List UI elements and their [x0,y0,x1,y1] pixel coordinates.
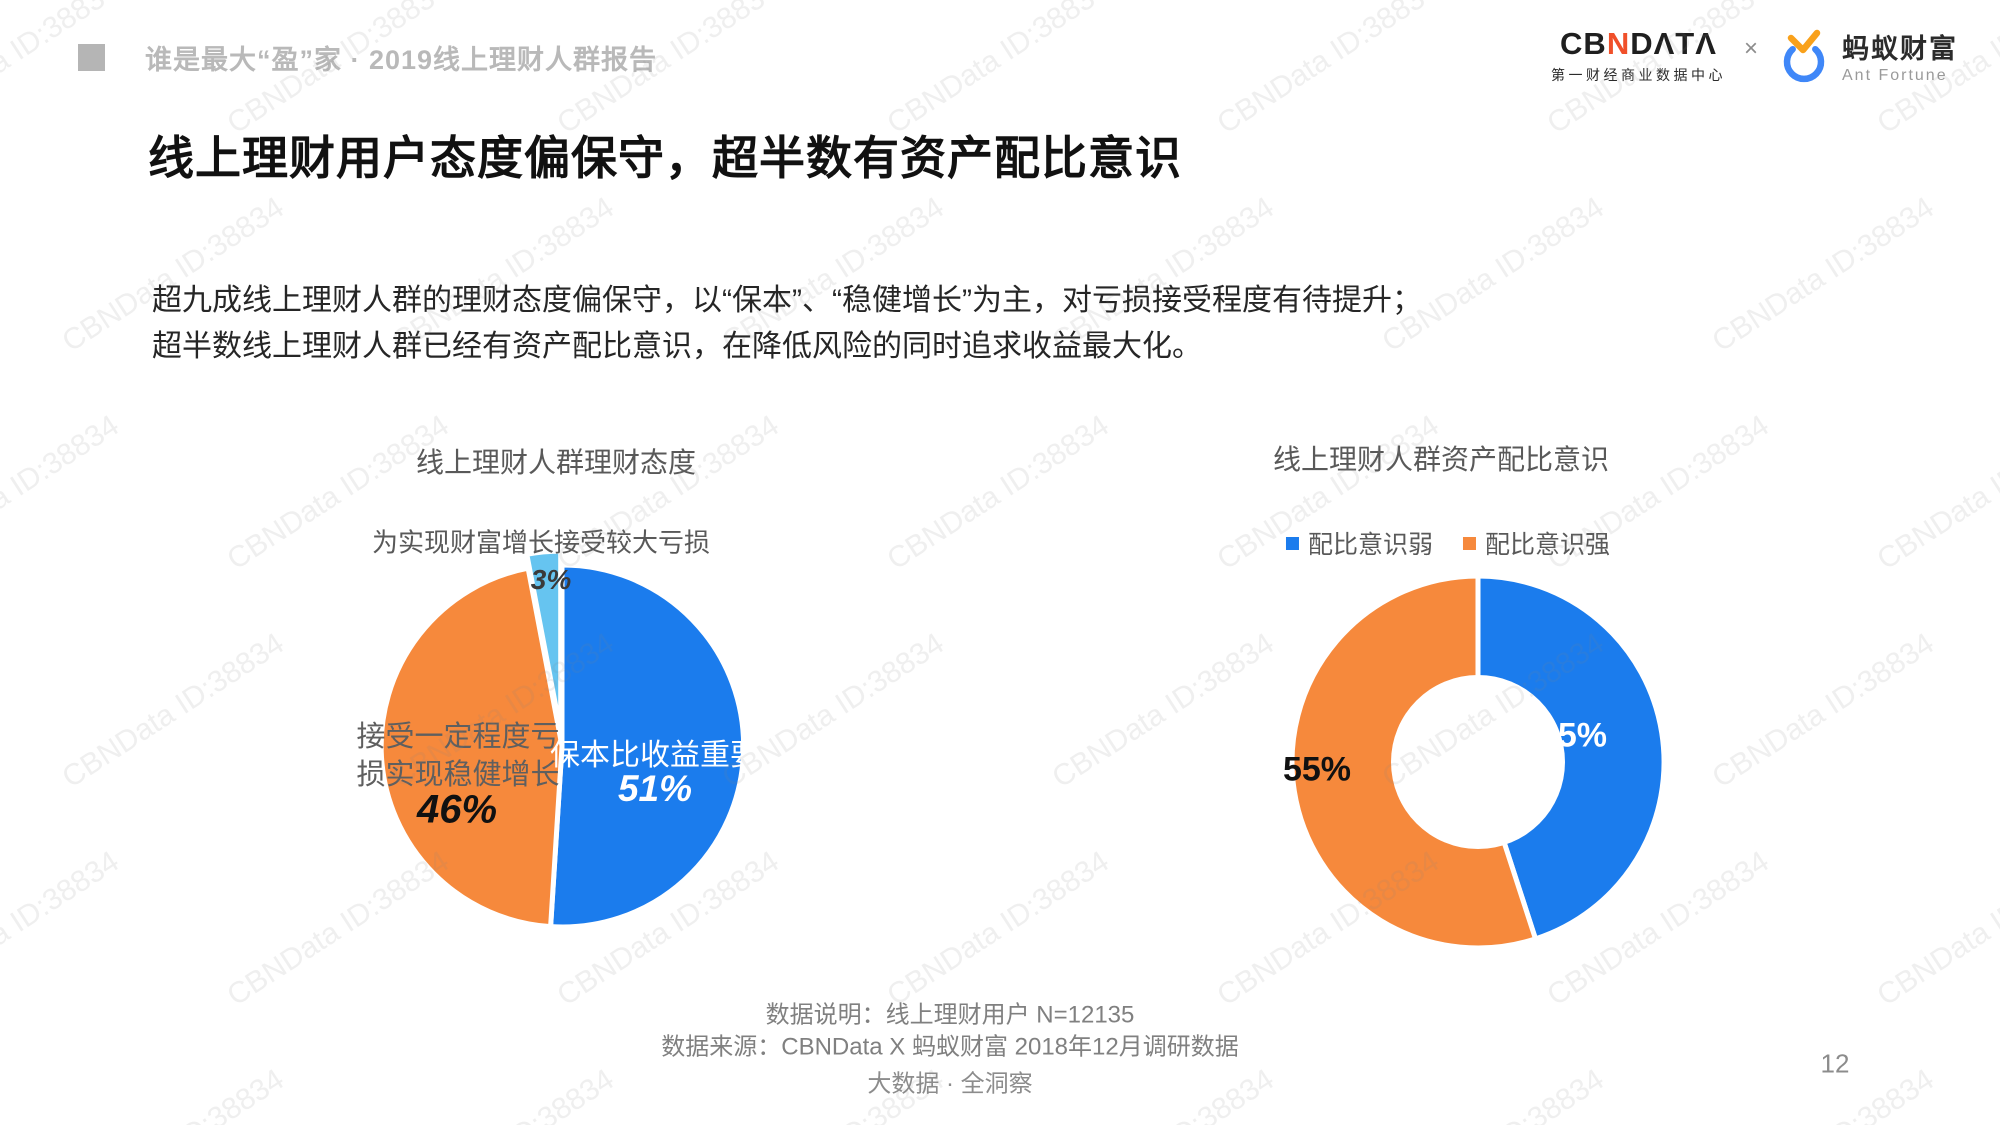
cbndata-logo-prefix: CB [1560,26,1607,61]
donut-chart-title: 线上理财人群资产配比意识 [1272,444,1610,475]
legend-item-weak: 配比意识弱 [1285,525,1433,561]
cbndata-logo: CBNDΛTΛ 第一财经商业数据中心 [1551,26,1726,85]
ant-fortune-name-cn: 蚂蚁财富 [1842,33,1958,64]
page-number: 12 [1820,1048,1850,1079]
pie-chart-title: 线上理财人群理财态度 [415,447,697,478]
cbndata-logo-suffix: DΛTΛ [1630,26,1717,61]
ant-fortune-logo: 蚂蚁财富 Ant Fortune [1776,27,1958,85]
legend-label-strong: 配比意识强 [1485,531,1611,559]
legend-swatch-orange-icon [1463,536,1476,550]
summary-paragraph: 超九成线上理财人群的理财态度偏保守，以“保本”、“稳健增长”为主，对亏损接受程度… [152,278,1422,370]
pie-slice [1475,573,1667,942]
donut-hole [1391,675,1565,849]
donut-legend: 配比意识弱 配比意识强 [1285,525,1610,561]
logo-cross-icon: × [1743,34,1758,62]
pie-slice-value-light-blue: 3% [530,564,572,595]
data-note: 数据说明：线上理财用户 N=12135 [765,1001,1135,1029]
pie-slice-value-blue: 51% [617,768,693,809]
donut-slice-value-blue: 45% [1538,716,1608,755]
pie-slice [548,562,747,930]
pie-slice [378,565,565,930]
pie-slice-value-orange: 46% [416,787,498,832]
pie-slice-label-orange-line2: 损实现稳健增长 [356,759,560,791]
legend-swatch-blue-icon [1285,536,1299,550]
cbndata-logo-n: N [1606,26,1631,61]
summary-line-2: 超半数线上理财人群已经有资产配比意识，在降低风险的同时追求收益最大化。 [152,330,1202,363]
donut-slice-value-orange: 55% [1282,750,1352,789]
header-square-icon [78,44,105,71]
header: 谁是最大“盈”家 · 2019线上理财人群报告 [78,38,657,77]
ant-fortune-name-en: Ant Fortune [1842,66,1948,84]
pie-slice-label-blue: 保本比收益重要 [550,739,760,772]
ant-fortune-icon [1783,29,1825,82]
page-title: 线上理财用户态度偏保守，超半数有资产配比意识 [148,132,1182,184]
legend-label-weak: 配比意识弱 [1307,531,1433,559]
report-series-title: 谁是最大“盈”家 · 2019线上理财人群报告 [145,45,658,75]
footer-slogan: 大数据 · 全洞察 [867,1070,1033,1098]
data-source-note: 数据来源：CBNData X 蚂蚁财富 2018年12月调研数据 [661,1033,1239,1061]
pie-slice-label-orange-line1: 接受一定程度亏 [356,721,560,753]
pie-slice [524,548,564,735]
legend-item-strong: 配比意识强 [1463,525,1610,561]
summary-line-1: 超九成线上理财人群的理财态度偏保守，以“保本”、“稳健增长”为主，对亏损接受程度… [152,284,1422,317]
cbndata-logo-subtitle: 第一财经商业数据中心 [1550,67,1726,83]
logo-bar: CBNDΛTΛ 第一财经商业数据中心 × 蚂蚁财富 Ant Fortune [1551,26,1958,85]
pie-slice-label-light-blue: 为实现财富增长接受较大亏损 [371,527,711,558]
